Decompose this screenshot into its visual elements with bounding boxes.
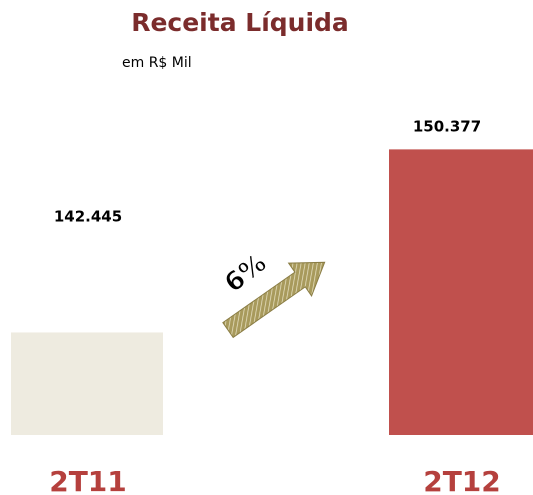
value-label: 142.445 (54, 208, 122, 226)
value-label: 150.377 (413, 118, 481, 136)
chart-subtitle: em R$ Mil (122, 55, 192, 71)
annotation: 6% (219, 248, 272, 299)
growth-arrow (222, 261, 326, 339)
bar (389, 149, 533, 435)
x-tick-label: 2T12 (423, 465, 501, 495)
chart-title: Receita Líquida (131, 8, 349, 37)
x-tick-label: 2T11 (49, 465, 127, 495)
bar (11, 332, 163, 435)
